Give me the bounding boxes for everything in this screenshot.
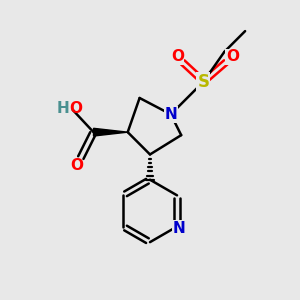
Polygon shape [94,128,128,136]
Text: O: O [171,50,184,64]
Text: O: O [71,158,84,173]
Text: O: O [226,50,239,64]
Text: N: N [164,107,177,122]
Text: S: S [197,73,209,91]
Text: N: N [172,220,185,236]
Text: O: O [69,101,82,116]
Text: H: H [56,101,69,116]
